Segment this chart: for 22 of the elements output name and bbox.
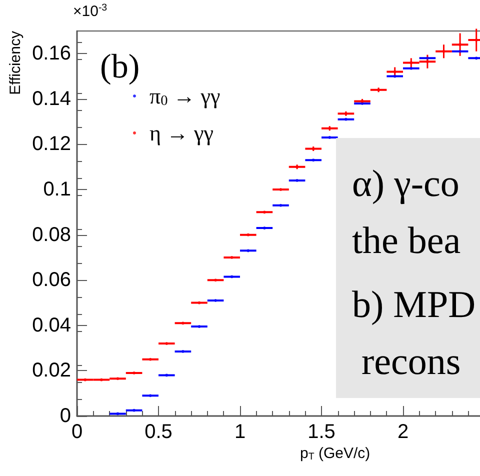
y-tick-label: 0.08 — [32, 224, 71, 246]
x-tick-label: 1.5 — [308, 421, 336, 443]
y-tick-label: 0.06 — [32, 269, 71, 292]
x-tick-label: 2 — [397, 421, 409, 443]
annotation: (b) — [100, 48, 140, 86]
y-tick-label: 0.02 — [32, 360, 71, 382]
y-tick-label: 0.16 — [32, 42, 71, 65]
y-axis-title: Efficiency — [7, 30, 24, 95]
annotation: α) γ-co — [352, 163, 460, 205]
x-axis-title: pT (GeV/c) — [300, 445, 370, 462]
annotation: b) MPD — [352, 284, 476, 326]
annotation: recons — [352, 341, 461, 383]
y-tick-label: 0 — [60, 405, 71, 427]
x-tick-label: 1 — [234, 421, 246, 443]
y-tick-label: 0.12 — [32, 133, 71, 156]
legend-label: η → γγ — [150, 120, 214, 146]
y-tick-label: 0.1 — [43, 178, 71, 201]
x-tick-label: 0.5 — [144, 421, 172, 443]
y-tick-label: 0.14 — [32, 88, 71, 110]
legend-label: π0 → γγ — [150, 84, 220, 109]
annotation: the bea — [352, 220, 461, 262]
y-tick-label: 0.04 — [32, 314, 71, 336]
